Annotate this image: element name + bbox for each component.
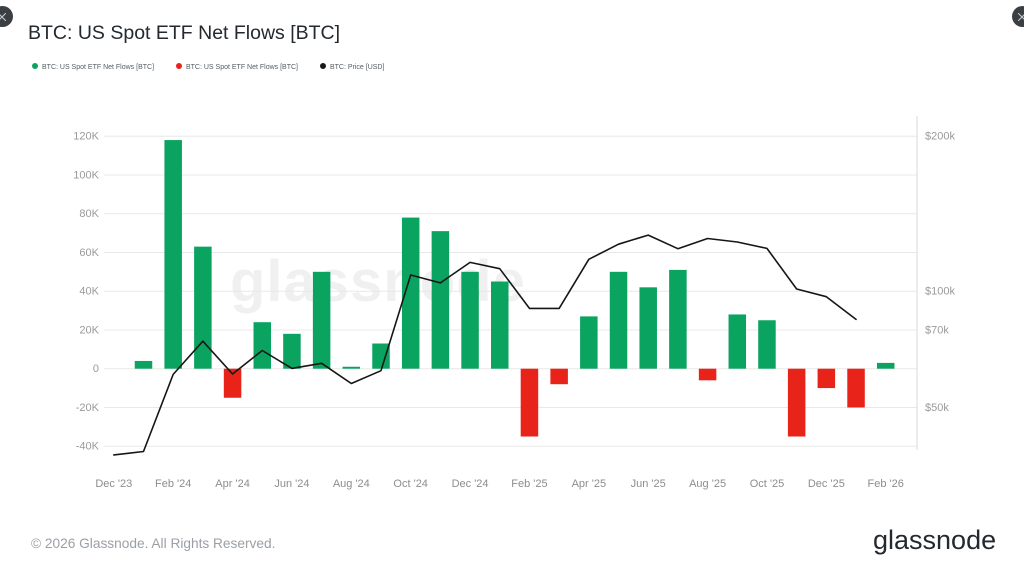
svg-text:Aug '24: Aug '24 xyxy=(333,478,370,490)
svg-text:$50k: $50k xyxy=(925,402,949,414)
svg-text:Apr '25: Apr '25 xyxy=(572,478,607,490)
svg-text:120K: 120K xyxy=(73,131,99,143)
svg-text:100K: 100K xyxy=(73,169,99,181)
svg-text:Feb '24: Feb '24 xyxy=(155,478,191,490)
svg-text:$200k: $200k xyxy=(925,131,955,143)
svg-text:Dec '24: Dec '24 xyxy=(452,478,489,490)
svg-text:Oct '24: Oct '24 xyxy=(393,478,428,490)
svg-text:Feb '26: Feb '26 xyxy=(868,478,904,490)
svg-text:40K: 40K xyxy=(79,286,99,298)
svg-text:Oct '25: Oct '25 xyxy=(750,478,785,490)
svg-text:$100k: $100k xyxy=(925,286,955,298)
svg-text:0: 0 xyxy=(93,363,99,375)
svg-text:Jun '24: Jun '24 xyxy=(274,478,309,490)
svg-text:glassnode: glassnode xyxy=(873,525,995,555)
svg-text:Apr '24: Apr '24 xyxy=(215,478,250,490)
svg-text:80K: 80K xyxy=(79,208,99,220)
svg-text:20K: 20K xyxy=(79,324,99,336)
svg-text:-20K: -20K xyxy=(76,402,100,414)
svg-text:Feb '25: Feb '25 xyxy=(511,478,547,490)
svg-text:Jun '25: Jun '25 xyxy=(631,478,666,490)
svg-text:$70k: $70k xyxy=(925,324,949,336)
svg-text:Aug '25: Aug '25 xyxy=(689,478,726,490)
svg-text:Dec '25: Dec '25 xyxy=(808,478,845,490)
svg-text:Dec '23: Dec '23 xyxy=(95,478,132,490)
svg-text:60K: 60K xyxy=(79,247,99,259)
svg-text:-40K: -40K xyxy=(76,441,100,453)
